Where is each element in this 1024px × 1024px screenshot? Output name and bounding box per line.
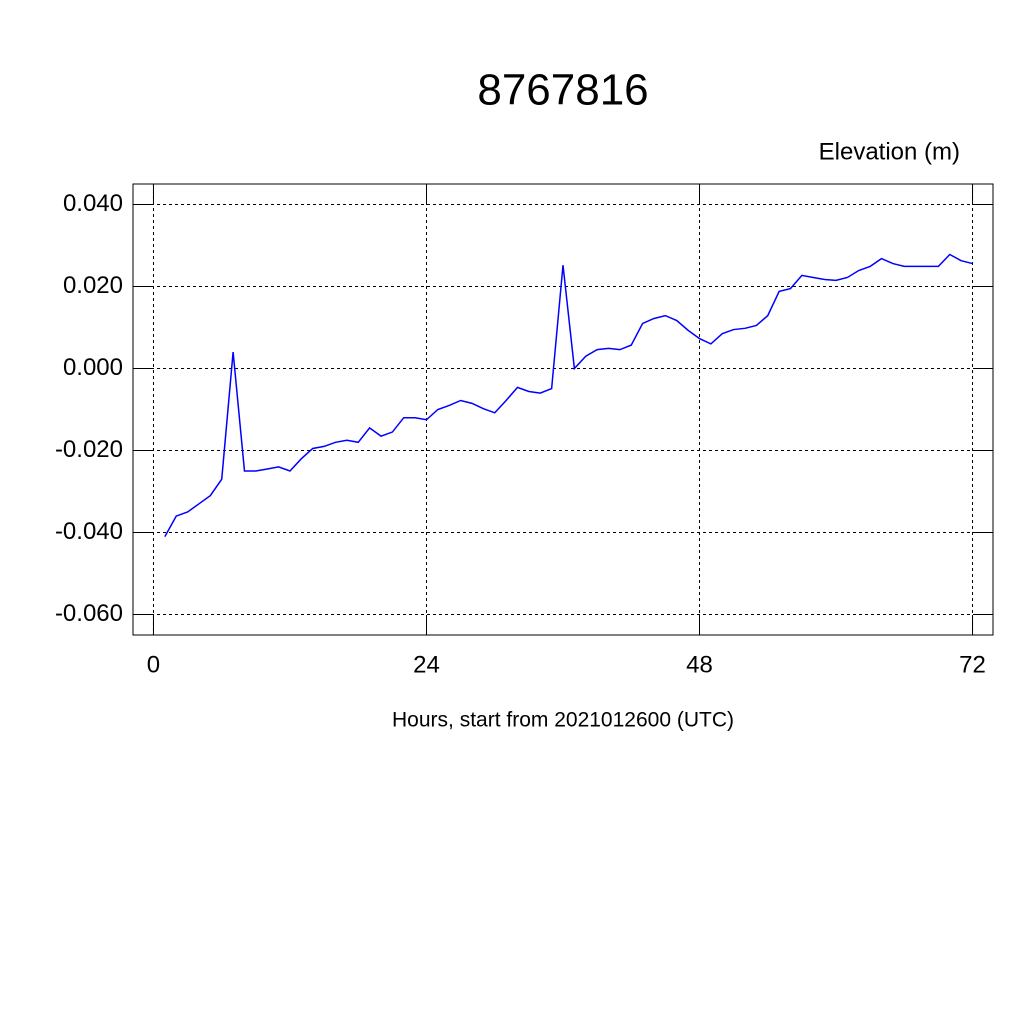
x-tick-label: 72 xyxy=(959,651,986,678)
data-line xyxy=(164,253,973,537)
y-tick-label: 0.040 xyxy=(63,190,123,217)
y-tick-label: -0.060 xyxy=(55,600,123,627)
y-tick-label: 0.020 xyxy=(63,272,123,299)
y-tick-label: 0.000 xyxy=(63,354,123,381)
plot-frame xyxy=(132,183,994,636)
x-axis-label: Hours, start from 2021012600 (UTC) xyxy=(392,709,734,732)
x-tick-label: 0 xyxy=(147,651,160,678)
y-axis-label: Elevation (m) xyxy=(819,138,960,165)
y-tick-label: -0.020 xyxy=(55,436,123,463)
y-tick-label: -0.040 xyxy=(55,518,123,545)
x-tick-label: 48 xyxy=(686,651,713,678)
chart-title: 8767816 xyxy=(477,66,648,115)
x-tick-label: 24 xyxy=(413,651,440,678)
